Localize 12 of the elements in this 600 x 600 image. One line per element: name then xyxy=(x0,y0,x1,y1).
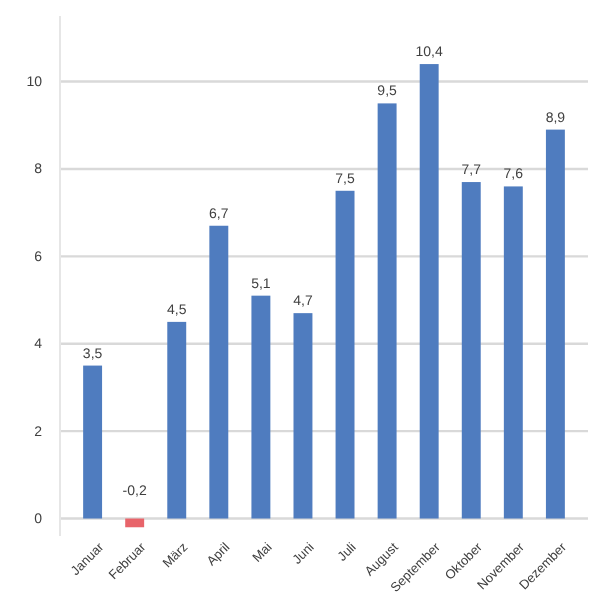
bar xyxy=(293,313,313,519)
bar xyxy=(377,103,397,519)
bar xyxy=(335,190,355,519)
bar xyxy=(125,518,145,528)
bar xyxy=(209,225,229,519)
bar xyxy=(167,321,187,519)
bar xyxy=(83,365,103,519)
bar xyxy=(251,295,271,519)
bar xyxy=(545,129,565,519)
bar xyxy=(503,186,523,519)
bar xyxy=(461,182,481,519)
bar xyxy=(419,64,439,519)
